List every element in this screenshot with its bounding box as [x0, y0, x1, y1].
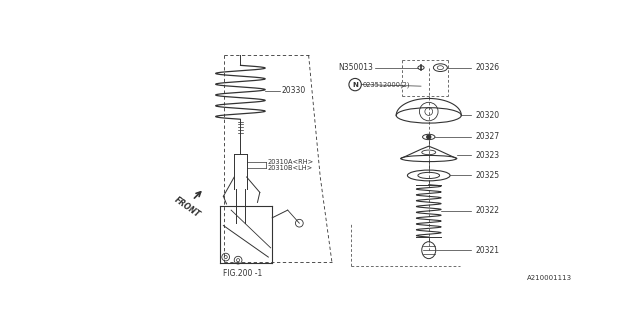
Text: 023512000(2): 023512000(2): [363, 81, 410, 88]
Text: FRONT: FRONT: [173, 196, 202, 220]
Text: N: N: [352, 82, 358, 88]
Text: A210001113: A210001113: [527, 275, 572, 281]
Text: N350013: N350013: [338, 63, 373, 72]
Text: 20330: 20330: [282, 86, 306, 95]
Text: 20322: 20322: [476, 206, 499, 215]
Text: FIG.200 -1: FIG.200 -1: [223, 268, 262, 277]
Text: 20325: 20325: [476, 171, 499, 180]
Text: 20310B<LH>: 20310B<LH>: [268, 165, 313, 171]
Text: 20320: 20320: [476, 111, 499, 120]
Circle shape: [427, 135, 431, 139]
Text: 20310A<RH>: 20310A<RH>: [268, 159, 314, 164]
Text: 20323: 20323: [476, 151, 499, 160]
Text: 20326: 20326: [476, 63, 499, 72]
Text: 20321: 20321: [476, 246, 499, 255]
Text: 20327: 20327: [476, 132, 499, 141]
